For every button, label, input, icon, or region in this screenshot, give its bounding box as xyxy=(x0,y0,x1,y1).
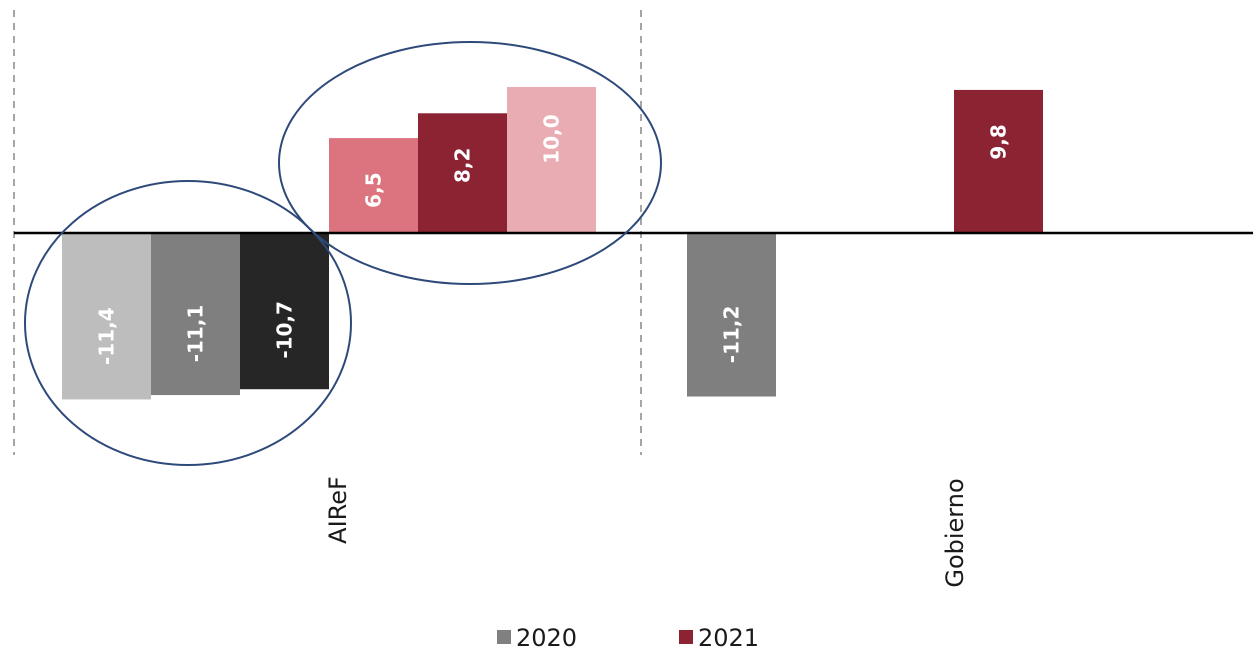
bar-airef-2021-5 xyxy=(418,113,507,233)
bar-value-label: -11,2 xyxy=(720,306,744,364)
bar-value-label: -10,7 xyxy=(273,301,297,359)
annotation-circle-positive xyxy=(278,41,662,285)
bar-airef-2020-2 xyxy=(151,233,240,396)
bar-gobierno-2021-8 xyxy=(954,89,1043,233)
bar-value-label: -11,1 xyxy=(184,305,208,363)
legend-swatch-2021 xyxy=(679,630,693,644)
legend-label-2020: 2020 xyxy=(516,624,577,650)
bar-gobierno-2020-7 xyxy=(687,233,776,397)
category-label-airef: AIReF xyxy=(324,476,352,544)
category-label-gobierno: Gobierno xyxy=(941,478,969,587)
bar-airef-2021-6 xyxy=(507,87,596,233)
bar-value-label: -11,4 xyxy=(95,307,119,365)
bar-value-label: 8,2 xyxy=(451,148,475,183)
legend-swatch-2020 xyxy=(497,630,511,644)
bar-value-label: 10,0 xyxy=(540,114,564,163)
legend-label-2021: 2021 xyxy=(698,624,759,650)
annotation-circle-negative xyxy=(24,180,352,466)
bar-value-label: 6,5 xyxy=(362,172,386,207)
bar-airef-2021-4 xyxy=(329,138,418,233)
bar-value-label: 9,8 xyxy=(987,124,1011,159)
bar-airef-2020-3 xyxy=(240,233,329,390)
bar-airef-2020-1 xyxy=(62,233,151,400)
